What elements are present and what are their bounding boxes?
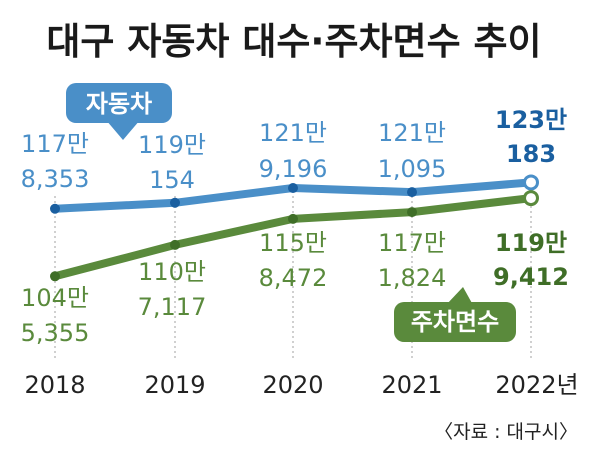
x-tick-label-2: 2020 [262,371,323,399]
legend-pointer-parking [446,287,473,305]
point-parking-0 [50,271,60,282]
label-parking-man-4: 119만 [495,229,567,257]
legend-pointer-cars [106,120,140,140]
label-parking-unit-1: 7,117 [138,293,207,321]
label-car-man-3: 121만 [378,119,446,147]
legend-box-cars [66,83,172,123]
label-car-man-1: 119만 [138,131,206,159]
label-parking-man-2: 115만 [259,229,327,257]
point-parking-1 [170,239,180,250]
point-car-1 [170,197,180,208]
point-car-0 [50,203,60,214]
x-tick-label-3: 2021 [381,371,442,399]
point-car-2 [288,183,298,194]
label-car-unit-4: 183 [506,140,556,168]
label-parking-unit-4: 9,412 [493,263,569,291]
label-parking-unit-2: 8,472 [259,264,328,292]
point-parking-4 [523,190,539,207]
legend-label-parking: 주차면수 [411,308,499,336]
chart-title: 대구 자동차 대수·주차면수 추이 [46,20,541,63]
legend-label-cars: 자동차 [86,90,152,118]
label-car-unit-2: 9,196 [259,155,328,183]
label-car-man-0: 117만 [21,130,89,158]
label-parking-man-1: 110만 [138,258,206,286]
x-tick-label-1: 2019 [144,371,205,399]
label-car-unit-1: 154 [149,166,195,194]
x-tick-label-4: 2022년 [495,371,578,399]
point-parking-2 [288,213,298,224]
point-car-3 [407,187,417,198]
label-car-unit-3: 1,095 [378,155,447,183]
x-tick-label-0: 2018 [24,371,85,399]
label-parking-unit-3: 1,824 [378,264,447,292]
label-car-man-4: 123만 [495,106,567,134]
label-parking-man-0: 104만 [21,284,89,312]
label-parking-unit-0: 5,355 [21,319,90,347]
source-note: 〈자료 : 대구시〉 [434,421,578,443]
legend-box-parking [394,302,516,342]
point-parking-3 [407,207,417,218]
data-points [50,174,539,282]
x-axis: 2018 2019 2020 2021 2022년 [24,371,578,399]
label-parking-man-3: 117만 [378,229,446,257]
label-car-unit-0: 8,353 [21,165,90,193]
data-labels: 117만 8,353 119만 154 121만 9,196 121만 1,095 123만 18… [21,106,569,347]
point-car-4 [523,174,539,191]
label-car-man-2: 121만 [259,119,327,147]
